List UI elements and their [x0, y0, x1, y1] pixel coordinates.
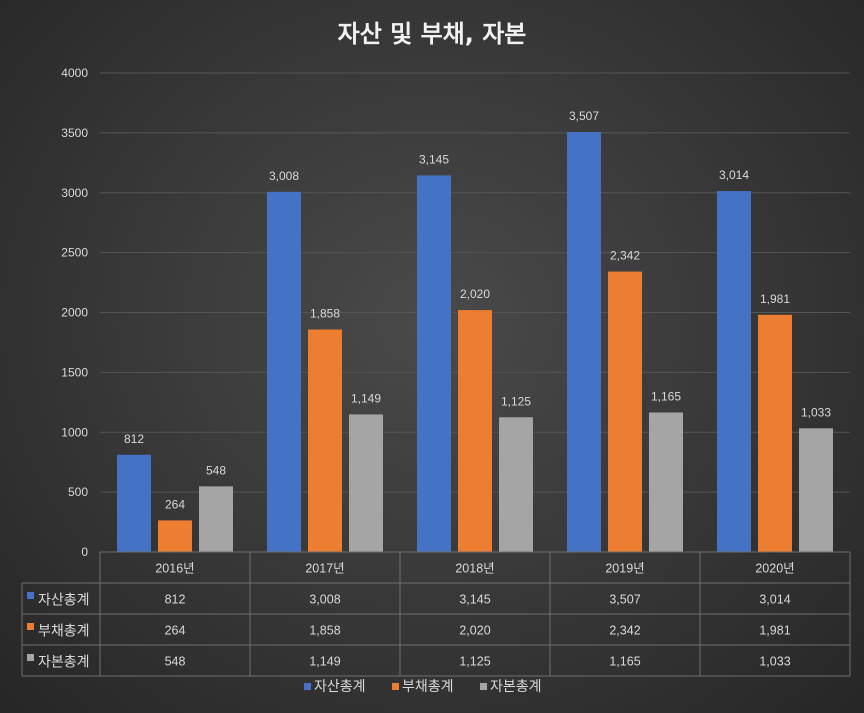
bars: [117, 132, 833, 553]
table-cell: 1,165: [609, 655, 640, 669]
table-cell: 264: [165, 624, 186, 638]
table-legend-key: [27, 623, 34, 630]
data-label: 1,858: [310, 307, 340, 321]
table-row-label: 자본총계: [38, 655, 90, 671]
data-label: 1,149: [351, 391, 381, 405]
chart-title: 자산 및 부채, 자본: [337, 20, 527, 48]
table-legend-key: [27, 654, 34, 661]
table-cell: 3,014: [759, 593, 790, 607]
table-header-cell: 2018년: [455, 562, 494, 576]
data-label: 3,145: [419, 152, 449, 166]
data-label: 1,033: [801, 405, 831, 419]
bar: [649, 412, 683, 552]
table-cell: 812: [165, 593, 186, 607]
legend-label: 부채총계: [402, 679, 454, 695]
bar: [458, 310, 492, 552]
table-header-cell: 2016년: [155, 562, 194, 576]
table-cell: 548: [165, 655, 186, 669]
y-tick-label: 500: [68, 485, 88, 499]
table-cell: 2,020: [459, 624, 490, 638]
legend-label: 자산총계: [314, 679, 366, 695]
table-header-cell: 2017년: [305, 562, 344, 576]
table-cell: 1,125: [459, 655, 490, 669]
y-tick-label: 3500: [61, 126, 88, 140]
legend-key: [392, 683, 399, 690]
data-label: 1,125: [501, 394, 531, 408]
y-tick-label: 0: [81, 545, 88, 559]
y-tick-label: 2000: [61, 306, 88, 320]
y-tick-label: 1500: [61, 365, 88, 379]
table-cell: 2,342: [609, 624, 640, 638]
table-row-label: 자산총계: [38, 593, 90, 609]
legend-label: 자본총계: [490, 679, 542, 695]
bar: [158, 520, 192, 552]
data-label: 2,020: [460, 287, 490, 301]
bar: [799, 428, 833, 552]
bar: [117, 454, 151, 552]
data-label: 264: [165, 497, 185, 511]
y-tick-label: 3000: [61, 186, 88, 200]
legend-key: [480, 683, 487, 690]
y-tick-label: 4000: [61, 66, 88, 80]
legend-key: [304, 683, 311, 690]
data-label: 812: [124, 432, 144, 446]
table-cell: 3,008: [309, 593, 340, 607]
data-labels: 812 264 548 3,008 1,858 1,149 3,145 2,020 1,125 3…: [124, 109, 831, 511]
data-label: 3,507: [569, 109, 599, 123]
table-row-label: 부채총계: [38, 624, 90, 640]
bar: [717, 191, 751, 553]
data-label: 3,008: [269, 169, 299, 183]
table-cell: 1,981: [759, 624, 790, 638]
table-cell: 3,145: [459, 593, 490, 607]
data-label: 548: [206, 463, 226, 477]
data-label: 3,014: [719, 168, 749, 182]
y-tick-label: 2500: [61, 246, 88, 260]
table-cell: 3,507: [609, 593, 640, 607]
bar: [499, 417, 533, 552]
bar: [417, 175, 451, 553]
bar: [199, 486, 233, 552]
table-header-cell: 2020년: [755, 562, 794, 576]
legend: 자산총계 부채총계 자본총계: [304, 679, 542, 695]
bar: [567, 132, 601, 552]
bar: [349, 414, 383, 552]
table-cell: 1,149: [309, 655, 340, 669]
bar: [758, 314, 792, 552]
bar: [608, 271, 642, 552]
data-label: 1,165: [651, 389, 681, 403]
table-cell: 1,033: [759, 655, 790, 669]
data-label: 1,981: [760, 292, 790, 306]
table-legend-key: [27, 592, 34, 599]
bar: [308, 329, 342, 552]
bar: [267, 191, 301, 553]
table-header-cell: 2019년: [605, 562, 644, 576]
y-axis-ticks: 0 500 1000 1500 2000 2500 3000 3500 4000: [61, 66, 88, 559]
table-cell: 1,858: [309, 624, 340, 638]
data-label: 2,342: [610, 249, 640, 263]
y-tick-label: 1000: [61, 425, 88, 439]
